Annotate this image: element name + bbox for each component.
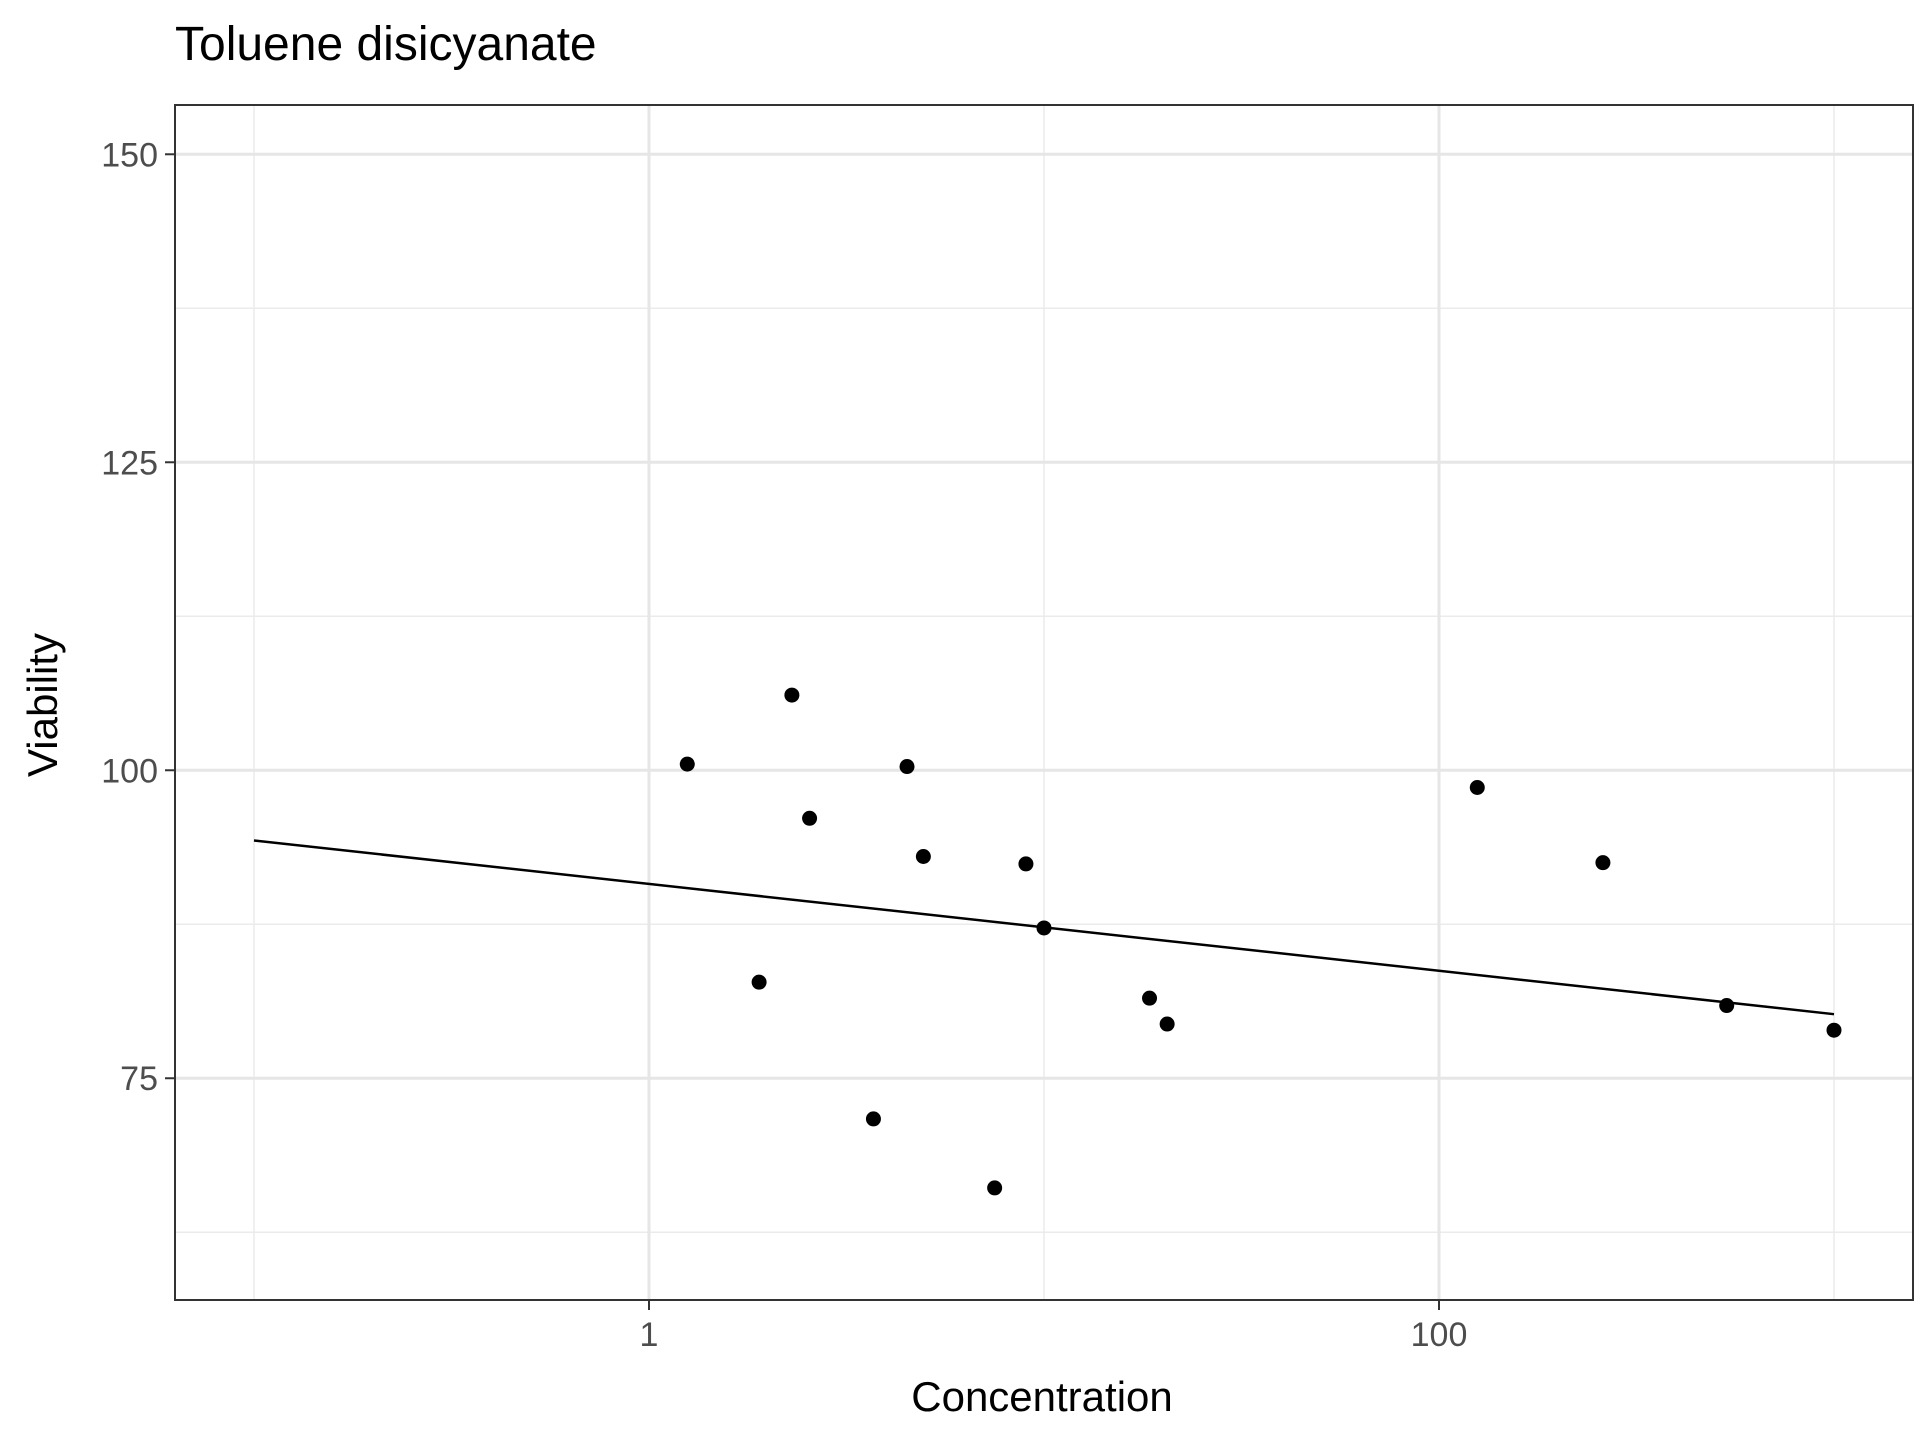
y-tick-label: 125 <box>101 444 158 482</box>
data-point <box>1142 990 1158 1006</box>
y-tick-label: 100 <box>101 752 158 790</box>
data-point <box>1469 780 1485 796</box>
data-point <box>1719 998 1735 1014</box>
data-point <box>1595 855 1611 871</box>
y-axis-label: Viability <box>19 633 66 777</box>
data-point <box>802 810 818 826</box>
y-tick-label: 150 <box>101 136 158 174</box>
x-tick-label: 100 <box>1411 1316 1468 1354</box>
y-tick-label: 75 <box>120 1060 158 1098</box>
data-point <box>751 974 767 990</box>
data-point <box>987 1180 1003 1196</box>
plot-panel-border <box>174 104 1914 1301</box>
data-point <box>915 848 931 864</box>
chart-title: Toluene disicyanate <box>175 18 597 71</box>
x-tick-label: 1 <box>640 1316 659 1354</box>
axis-layer: 1 100 75 100 125 150 <box>101 136 1467 1354</box>
data-point <box>1159 1016 1175 1032</box>
data-point <box>1036 920 1052 936</box>
x-axis-label: Concentration <box>911 1373 1173 1420</box>
grid-layer <box>175 105 1913 1300</box>
data-point <box>865 1111 881 1127</box>
points-layer <box>679 687 1842 1196</box>
data-point <box>1018 856 1034 872</box>
data-point <box>1826 1022 1842 1038</box>
data-point <box>784 687 800 703</box>
data-point <box>679 756 695 772</box>
data-point <box>899 759 915 775</box>
